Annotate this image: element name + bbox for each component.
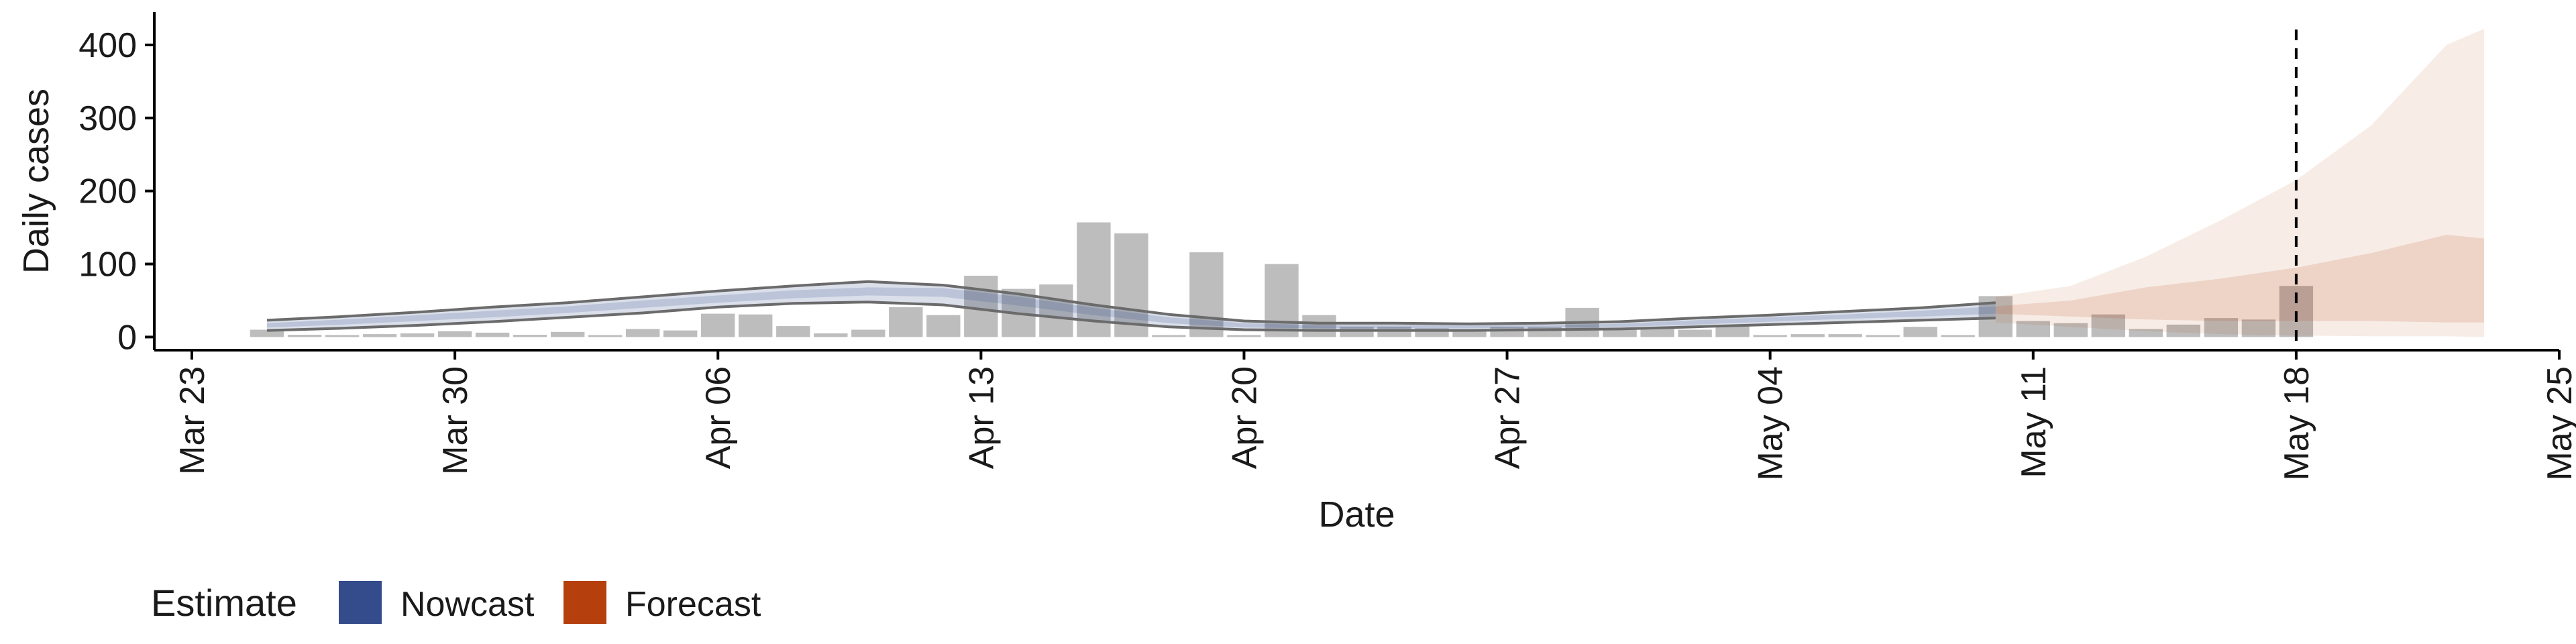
case-bar (776, 326, 810, 337)
case-bar (437, 331, 472, 337)
case-bar (2204, 318, 2239, 337)
legend: Estimate Nowcast Forecast (151, 581, 761, 624)
case-bar (1152, 335, 1186, 337)
case-bar (739, 314, 773, 337)
case-bar (1903, 327, 1937, 337)
case-bar (2129, 329, 2163, 337)
case-bar (2053, 323, 2088, 337)
case-bar (2016, 321, 2050, 337)
case-bar (1077, 222, 1111, 337)
nowcast-series (266, 280, 1996, 332)
x-tick-label: Apr 27 (1489, 366, 1527, 469)
case-bar (2166, 324, 2200, 337)
case-bar (362, 334, 397, 337)
case-bar (1828, 334, 1862, 337)
forecast-series (1995, 29, 2484, 337)
y-tick-label: 100 (78, 246, 137, 284)
case-bar (1452, 329, 1487, 337)
case-bar (1114, 233, 1148, 337)
x-axis-label: Date (1318, 494, 1395, 535)
case-bar (1866, 335, 1900, 337)
axes (153, 12, 2559, 352)
case-bar (1753, 335, 1787, 337)
case-bar (2241, 319, 2276, 337)
x-tick-label: May 18 (2277, 366, 2316, 481)
case-bar (1941, 335, 1975, 337)
x-tick-label: Mar 23 (173, 366, 212, 475)
case-bar (400, 333, 435, 337)
case-bar (1603, 329, 1637, 337)
forecast-90-band (1995, 29, 2484, 337)
x-ticks: Mar 23 Mar 30 Apr 06 Apr 13 Apr 20 Apr 27 May … (173, 350, 2576, 481)
y-ticks: 0 100 200 300 400 (78, 26, 154, 357)
legend-label-nowcast: Nowcast (400, 585, 535, 624)
case-bar (1640, 328, 1674, 337)
x-tick-label: Apr 06 (699, 366, 738, 469)
x-tick-label: Apr 20 (1225, 366, 1264, 469)
case-bar (250, 329, 284, 337)
y-tick-label: 200 (78, 172, 137, 211)
legend-swatch-nowcast (339, 581, 382, 624)
case-bar (926, 315, 961, 337)
case-bar (626, 329, 660, 337)
forecast-50-band (1995, 235, 2484, 323)
case-bar (513, 335, 547, 337)
case-bar (964, 276, 998, 337)
y-tick-label: 300 (78, 99, 137, 138)
nowcast-50-band (267, 287, 1996, 329)
case-bar (2091, 314, 2125, 337)
case-bar (1039, 284, 1073, 337)
nowcast-lower-line (266, 301, 1996, 332)
legend-swatch-forecast (564, 581, 606, 624)
case-bar (701, 313, 735, 337)
case-bar (1302, 315, 1336, 337)
case-bar (287, 335, 322, 337)
case-bar (588, 335, 623, 337)
case-bar (1715, 325, 1750, 337)
case-bar (814, 333, 848, 337)
x-tick-label: Apr 13 (962, 366, 1001, 469)
nowcast-upper-line (266, 280, 1996, 325)
y-axis-label: Daily cases (16, 89, 56, 274)
case-bar (475, 332, 510, 337)
case-bar (889, 307, 923, 337)
case-bar (1189, 252, 1224, 337)
x-tick-label: May 25 (2540, 366, 2576, 481)
case-bar (851, 329, 885, 337)
x-tick-label: Mar 30 (436, 366, 475, 475)
y-tick-label: 400 (78, 26, 137, 65)
legend-label-forecast: Forecast (625, 585, 761, 624)
case-bar (1227, 335, 1261, 337)
x-tick-label: May 04 (1752, 366, 1790, 481)
x-tick-label: May 11 (2015, 366, 2053, 478)
y-tick-label: 0 (117, 318, 137, 357)
case-bar (1678, 329, 1712, 337)
case-bar (325, 335, 360, 337)
case-bar (1265, 264, 1299, 337)
case-bar (1790, 334, 1825, 337)
legend-title: Estimate (151, 582, 297, 624)
case-bar (551, 331, 585, 337)
case-bar (663, 330, 698, 337)
